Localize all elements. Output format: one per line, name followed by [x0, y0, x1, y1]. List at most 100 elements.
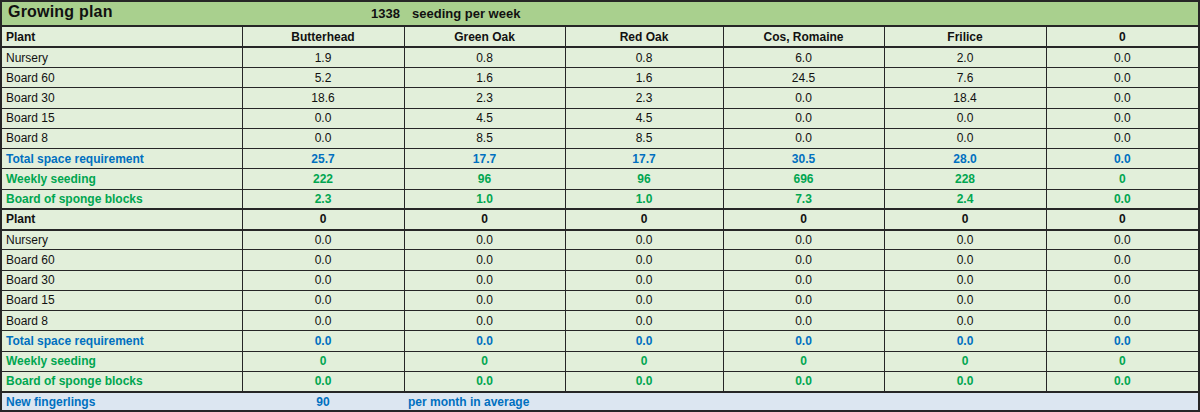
row-label-cell[interactable]: Board of sponge blocks — [2, 371, 242, 391]
value-cell[interactable]: 0.0 — [723, 230, 884, 250]
row-label-cell[interactable]: Board 60 — [2, 250, 242, 270]
value-cell[interactable]: 0.0 — [723, 290, 884, 310]
value-cell[interactable]: 0.0 — [404, 371, 565, 391]
value-cell[interactable]: 0 — [404, 209, 565, 229]
value-cell[interactable]: 0.0 — [723, 88, 884, 108]
row-label-cell[interactable]: Plant — [2, 209, 242, 229]
value-cell[interactable]: 0.0 — [242, 230, 404, 250]
value-cell[interactable]: 0 — [723, 351, 884, 371]
value-cell[interactable]: 30.5 — [723, 149, 884, 169]
row-label-cell[interactable]: Board of sponge blocks — [2, 189, 242, 209]
row-label-cell[interactable]: Nursery — [2, 47, 242, 67]
row-label-cell[interactable]: Board 8 — [2, 128, 242, 148]
value-cell[interactable]: 17.7 — [565, 149, 723, 169]
value-cell[interactable]: 0.0 — [884, 250, 1046, 270]
value-cell[interactable]: 18.6 — [242, 88, 404, 108]
value-cell[interactable]: Red Oak — [565, 27, 723, 47]
value-cell[interactable]: 696 — [723, 169, 884, 189]
footer-note-cell[interactable]: per month in average — [404, 392, 1198, 412]
value-cell[interactable]: 2.3 — [242, 189, 404, 209]
value-cell[interactable]: 0 — [565, 351, 723, 371]
value-cell[interactable]: 0.0 — [404, 311, 565, 331]
value-cell[interactable]: 0 — [404, 351, 565, 371]
row-label-cell[interactable]: Plant — [2, 27, 242, 47]
value-cell[interactable]: 0.0 — [242, 270, 404, 290]
value-cell[interactable]: 0.0 — [242, 331, 404, 351]
value-cell[interactable]: 0.0 — [242, 311, 404, 331]
value-cell[interactable]: 0.0 — [565, 311, 723, 331]
value-cell[interactable]: 0 — [884, 209, 1046, 229]
value-cell[interactable]: 8.5 — [404, 128, 565, 148]
value-cell[interactable]: Frilice — [884, 27, 1046, 47]
value-cell[interactable]: 0.0 — [404, 270, 565, 290]
value-cell[interactable]: 0.0 — [565, 371, 723, 391]
value-cell[interactable]: 6.0 — [723, 47, 884, 67]
value-cell[interactable]: 0.0 — [884, 331, 1046, 351]
value-cell[interactable]: 0 — [1046, 169, 1198, 189]
value-cell[interactable]: 96 — [404, 169, 565, 189]
value-cell[interactable]: 0 — [884, 351, 1046, 371]
value-cell[interactable]: 0.0 — [242, 250, 404, 270]
value-cell[interactable]: 4.5 — [404, 108, 565, 128]
value-cell[interactable]: 0.0 — [1046, 371, 1198, 391]
value-cell[interactable]: 228 — [884, 169, 1046, 189]
row-label-cell[interactable]: Board 15 — [2, 108, 242, 128]
value-cell[interactable]: 0.0 — [1046, 108, 1198, 128]
value-cell[interactable]: 0.0 — [884, 270, 1046, 290]
row-label-cell[interactable]: Board 60 — [2, 68, 242, 88]
value-cell[interactable]: 0.0 — [1046, 311, 1198, 331]
value-cell[interactable]: 0.0 — [242, 290, 404, 310]
value-cell[interactable]: 0.0 — [1046, 250, 1198, 270]
value-cell[interactable]: 4.5 — [565, 108, 723, 128]
value-cell[interactable]: 7.3 — [723, 189, 884, 209]
value-cell[interactable]: 0.0 — [723, 371, 884, 391]
value-cell[interactable]: 2.0 — [884, 47, 1046, 67]
value-cell[interactable]: 222 — [242, 169, 404, 189]
value-cell[interactable]: 0.0 — [565, 250, 723, 270]
footer-value-cell[interactable]: 90 — [242, 392, 404, 412]
value-cell[interactable]: 0.0 — [884, 290, 1046, 310]
value-cell[interactable]: 1.9 — [242, 47, 404, 67]
value-cell[interactable]: 0.0 — [242, 371, 404, 391]
value-cell[interactable]: 0.0 — [1046, 128, 1198, 148]
value-cell[interactable]: 0.0 — [884, 230, 1046, 250]
value-cell[interactable]: Butterhead — [242, 27, 404, 47]
value-cell[interactable]: 0.0 — [723, 311, 884, 331]
value-cell[interactable]: 17.7 — [404, 149, 565, 169]
value-cell[interactable]: 0.0 — [884, 311, 1046, 331]
value-cell[interactable]: 2.3 — [565, 88, 723, 108]
value-cell[interactable]: 25.7 — [242, 149, 404, 169]
value-cell[interactable]: 96 — [565, 169, 723, 189]
value-cell[interactable]: 0 — [565, 209, 723, 229]
value-cell[interactable]: 2.4 — [884, 189, 1046, 209]
value-cell[interactable]: 0.0 — [884, 371, 1046, 391]
value-cell[interactable]: 0 — [1046, 27, 1198, 47]
value-cell[interactable]: 2.3 — [404, 88, 565, 108]
value-cell[interactable]: 0.0 — [723, 108, 884, 128]
footer-label-cell[interactable]: New fingerlings — [2, 392, 242, 412]
value-cell[interactable]: 0.0 — [1046, 47, 1198, 67]
value-cell[interactable]: 0.0 — [1046, 331, 1198, 351]
row-label-cell[interactable]: Board 30 — [2, 270, 242, 290]
value-cell[interactable]: 0.0 — [1046, 270, 1198, 290]
row-label-cell[interactable]: Weekly seeding — [2, 351, 242, 371]
row-label-cell[interactable]: Board 8 — [2, 311, 242, 331]
value-cell[interactable]: 0.0 — [565, 290, 723, 310]
value-cell[interactable]: 0.0 — [404, 250, 565, 270]
value-cell[interactable]: 0.0 — [404, 331, 565, 351]
value-cell[interactable]: 0.0 — [1046, 189, 1198, 209]
row-label-cell[interactable]: Total space requirement — [2, 149, 242, 169]
value-cell[interactable]: 0.0 — [404, 230, 565, 250]
value-cell[interactable]: 0.0 — [723, 331, 884, 351]
row-label-cell[interactable]: Board 30 — [2, 88, 242, 108]
value-cell[interactable]: 0.0 — [565, 270, 723, 290]
value-cell[interactable]: 0 — [242, 351, 404, 371]
value-cell[interactable]: 0.0 — [723, 128, 884, 148]
value-cell[interactable]: 0.8 — [404, 47, 565, 67]
value-cell[interactable]: 28.0 — [884, 149, 1046, 169]
value-cell[interactable]: 1.0 — [404, 189, 565, 209]
value-cell[interactable]: 0 — [1046, 209, 1198, 229]
value-cell[interactable]: 8.5 — [565, 128, 723, 148]
value-cell[interactable]: 0.0 — [242, 128, 404, 148]
value-cell[interactable]: 0 — [1046, 351, 1198, 371]
